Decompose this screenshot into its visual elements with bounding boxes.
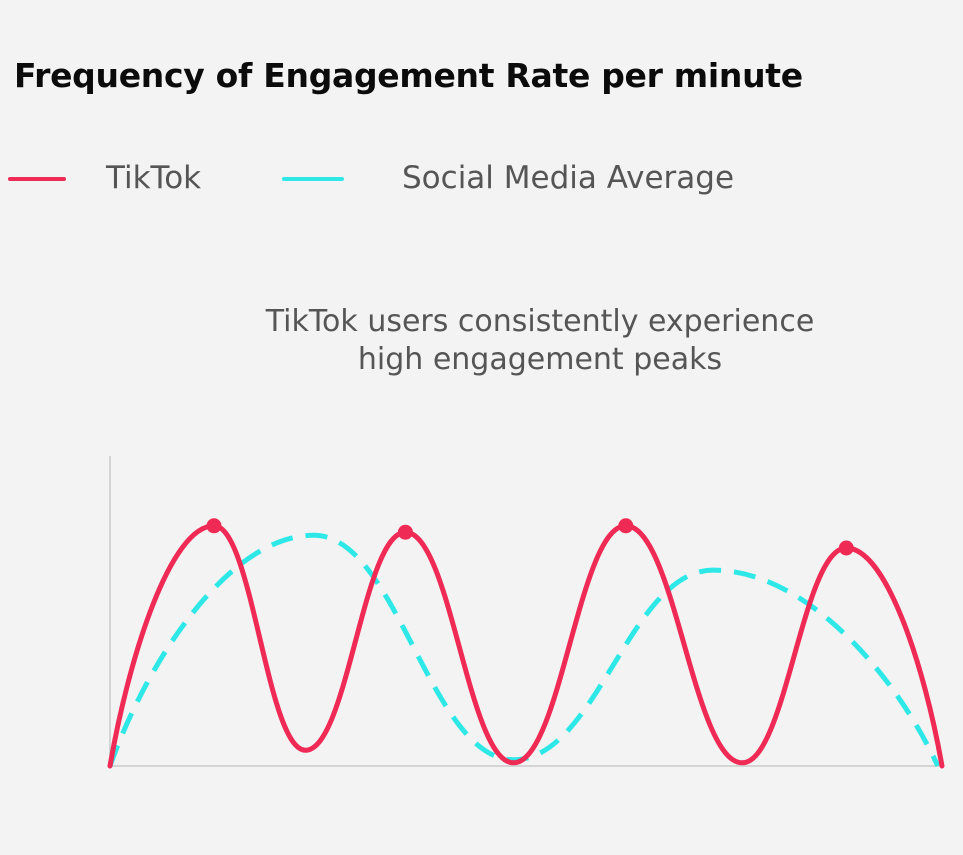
series-layer [107, 518, 945, 769]
annotation-line-1: TikTok users consistently experience [265, 304, 815, 339]
legend-item-social-media-average: Social Media Average [280, 158, 760, 202]
legend-item-tiktok: TikTok [0, 158, 230, 202]
legend-label-tiktok: TikTok [106, 160, 202, 196]
peak-marker-tiktok-3 [618, 518, 634, 534]
chart-annotation: TikTok users consistently experience hig… [250, 303, 830, 379]
series-line-tiktok [107, 523, 945, 769]
legend: TikTok Social Media Average [0, 158, 963, 202]
peak-marker-tiktok-4 [838, 540, 854, 556]
legend-label-social-media-average: Social Media Average [402, 160, 735, 196]
annotation-line-2: high engagement peaks [357, 342, 723, 377]
peak-marker-tiktok-2 [397, 524, 413, 540]
legend-swatch-tiktok [8, 177, 66, 181]
chart-title: Frequency of Engagement Rate per minute [14, 56, 803, 95]
peak-marker-tiktok-1 [206, 518, 222, 534]
series-line-social-media-average [107, 532, 941, 768]
legend-swatch-social-media-average [282, 177, 344, 181]
